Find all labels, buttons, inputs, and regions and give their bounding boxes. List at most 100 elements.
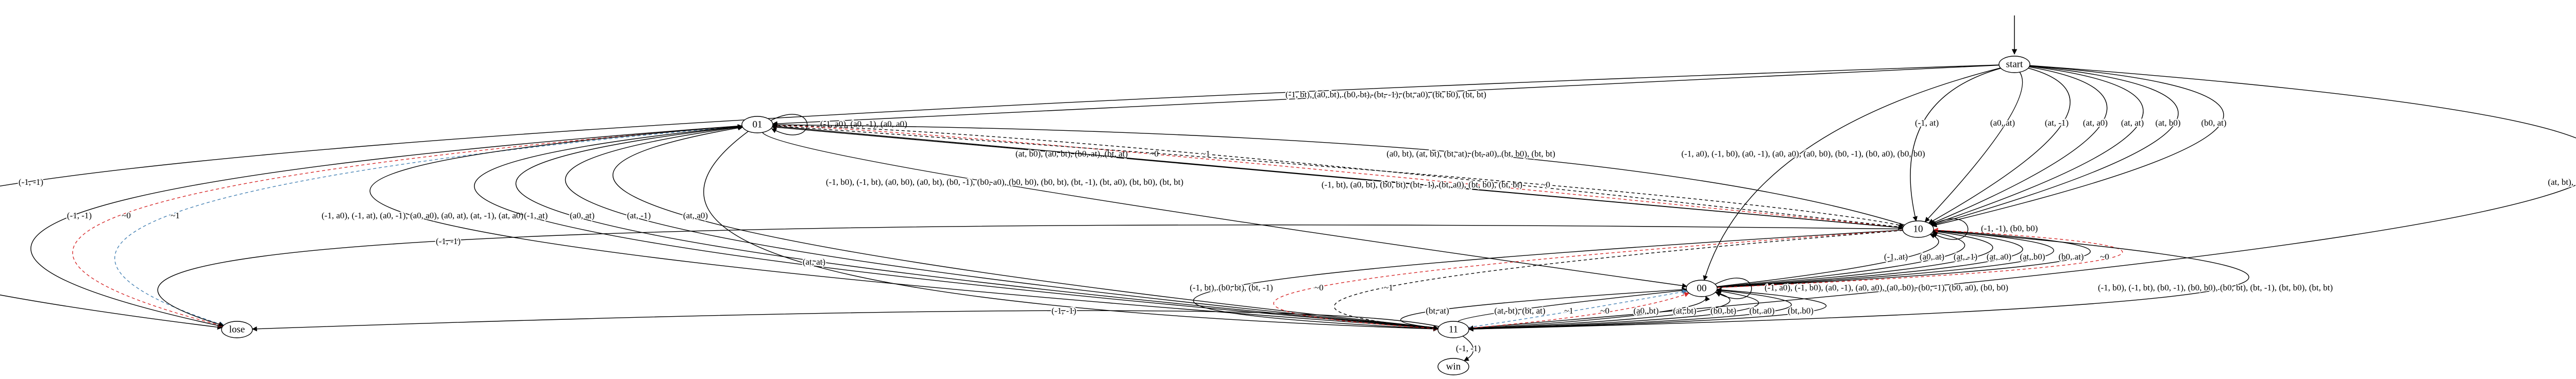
edge	[1928, 67, 2071, 224]
edge	[1910, 67, 2001, 222]
edge-label: (at, bt), (bt, at)	[1494, 306, 1545, 316]
edge-label: (-1, -1)	[436, 236, 461, 246]
node-label: 11	[1449, 324, 1458, 335]
edge-label: ~0	[1541, 180, 1550, 190]
edge-label: (b0, at)	[2201, 118, 2226, 128]
edge	[1931, 65, 2179, 227]
edge-label: (-1, -1)	[19, 177, 43, 187]
node	[1902, 220, 1934, 238]
node-label: start	[2006, 59, 2023, 70]
edge-label: (a0, bt)	[1633, 306, 1658, 316]
edge-label: (b0, bt)	[1710, 306, 1736, 316]
edge	[1273, 230, 1903, 331]
edge-label: (-1, bt), (a0, bt), (b0, bt), (bt, -1), …	[1285, 90, 1486, 99]
node	[1437, 358, 1469, 375]
edges: (-1, -1) (-1, bt), (a0, bt), (b0, bt), (b…	[0, 64, 2576, 361]
edge	[1468, 65, 2576, 331]
edge	[565, 125, 1438, 329]
node	[221, 321, 253, 338]
edge-label: (at, b0)	[2155, 118, 2180, 128]
node	[1998, 56, 2030, 73]
edge-label: (at, a0)	[1987, 252, 2011, 262]
node-label: win	[1446, 361, 1461, 372]
edge	[0, 64, 1999, 330]
edge	[1717, 228, 2091, 288]
edge-label: ~0	[1314, 283, 1324, 292]
edge-label: ~0	[2100, 252, 2109, 262]
edge-label: (at, -1)	[1954, 252, 1977, 262]
edge	[1930, 66, 2144, 226]
edge-label: (-1, a0), (-1, b0), (a0, -1), (a0, a0), …	[1682, 149, 1925, 159]
edge-label: ~1	[1564, 306, 1573, 316]
edge-label: (at, at)	[803, 257, 825, 267]
edge-label: (-1, -1)	[1456, 343, 1481, 353]
edge-label: (-1, a0), (a0, -1), (a0, a0)	[820, 119, 907, 129]
edge	[1703, 67, 2001, 281]
edge	[1924, 72, 2023, 222]
edge-label: ~0	[1600, 306, 1609, 316]
edge	[772, 123, 1903, 228]
edge-label: (-1, b0), (-1, bt), (b0, -1), (b0, b0), …	[2098, 283, 2333, 292]
edge-label: (bt, a0)	[1749, 306, 1774, 316]
edge	[1468, 287, 1827, 330]
edge	[1715, 278, 1752, 299]
edge-label: (-1, a0), (-1, b0), (a0, -1), (a0, a0), …	[1765, 283, 2008, 292]
edge-label: (-1, at)	[1884, 252, 1908, 262]
edge	[772, 122, 1905, 226]
edge	[1717, 229, 1993, 288]
edge-label: (-1, at)	[524, 211, 548, 220]
edge-label: (-1, at)	[1915, 118, 1939, 128]
edge-label: (b0, at)	[2058, 252, 2083, 262]
edge-label: (-1, -1)	[1052, 306, 1076, 316]
edge	[30, 125, 742, 328]
edge-label: (-1, -1)	[67, 211, 92, 220]
edge-label: (at, -1)	[627, 211, 651, 220]
edge	[772, 125, 1905, 228]
edge	[613, 125, 1438, 329]
edge-label: ~0	[1149, 149, 1159, 159]
edge	[1193, 230, 1903, 332]
edge-label: (at, a0)	[2083, 118, 2108, 128]
edge-label: ~1	[171, 211, 180, 220]
edge	[1931, 218, 1969, 240]
edge	[772, 123, 1903, 228]
edge	[1468, 296, 1710, 329]
edge-label: (at, b0)	[2020, 252, 2045, 262]
edge-label: (at, a0)	[683, 211, 708, 220]
edge-label: (a0, at)	[1990, 118, 2015, 128]
edge	[1717, 233, 1939, 287]
node	[741, 116, 773, 133]
edge-label: (bt, b0)	[1788, 306, 1814, 316]
node-label: 01	[753, 119, 762, 130]
edge	[157, 225, 1903, 327]
edge-label: (at, bt), (bt, at)	[2548, 177, 2576, 187]
node-label: lose	[229, 324, 245, 335]
edge	[251, 310, 1439, 332]
edge-label: (at, bt)	[1673, 306, 1696, 316]
edge-label: (-1, a0), (-1, at), (a0, -1), (a0, a0), …	[321, 211, 523, 220]
edge	[1929, 66, 2108, 225]
edge-label: (-1, bt), (b0, bt), (bt, -1)	[1190, 283, 1273, 292]
edge-label: (at, at)	[2121, 118, 2144, 128]
edge-label: (a0, at)	[1920, 252, 1944, 262]
edge	[1468, 292, 1690, 329]
edge-label: (a0, at)	[570, 211, 595, 220]
edge-label: (a0, bt), (at, bt), (bt, at), (bt, a0), …	[1386, 149, 1555, 159]
nodes: start 01 10 00 11 lose win	[221, 56, 2030, 375]
edge	[1458, 288, 1687, 322]
edge-label: (-1, -1), (b0, b0)	[1981, 223, 2038, 233]
edge-label: (-1, b0), (-1, bt), (a0, b0), (a0, bt), …	[826, 177, 1183, 187]
node-label: 00	[1697, 283, 1707, 294]
edge-label: (bt, at)	[1426, 306, 1449, 316]
edge	[1468, 289, 1688, 328]
edge-label: ~0	[122, 211, 131, 220]
edge	[1717, 228, 2023, 288]
edge	[1400, 287, 1687, 329]
edge	[1468, 291, 1731, 330]
edge	[770, 114, 808, 135]
edge	[369, 125, 1439, 331]
edge	[1717, 228, 2054, 288]
edge	[474, 124, 1438, 329]
